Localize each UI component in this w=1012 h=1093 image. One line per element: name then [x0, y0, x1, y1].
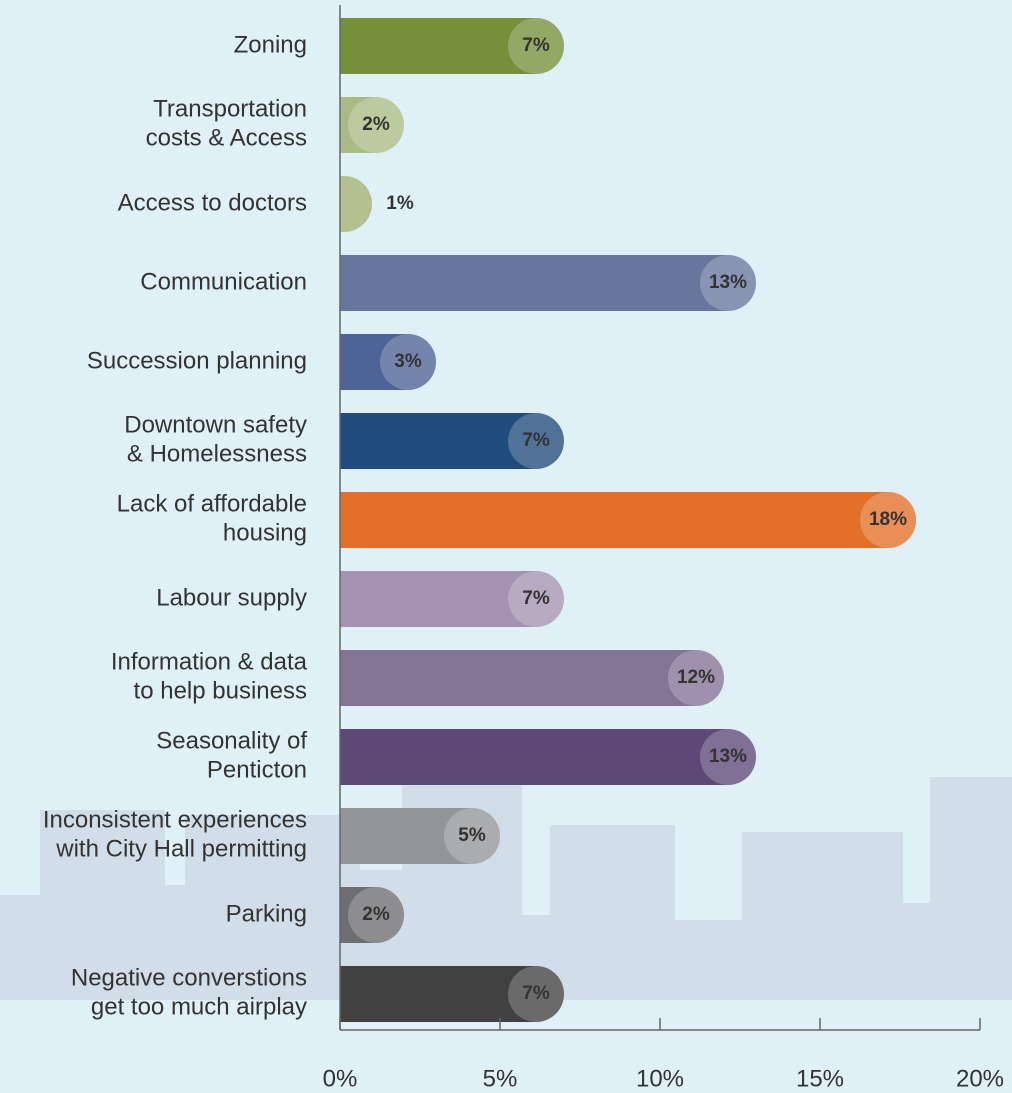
category-label: Communication: [140, 268, 307, 295]
bar: [340, 729, 756, 785]
bar: [340, 571, 564, 627]
bar-cap: [668, 650, 724, 706]
bar: [340, 97, 404, 153]
category-label: Succession planning: [87, 347, 307, 374]
category-label: Zoning: [234, 31, 307, 58]
category-label: Inconsistent experiences with City Hall p…: [43, 807, 307, 863]
bar-cap: [508, 18, 564, 74]
value-label: 2%: [362, 904, 390, 925]
category-label: Negative converstions get too much airpla…: [71, 965, 307, 1021]
value-label: 12%: [677, 667, 715, 688]
bar: [340, 492, 916, 548]
value-label: 7%: [522, 588, 550, 609]
bar-cap: [348, 97, 404, 153]
bar: [340, 808, 500, 864]
category-label: Downtown safety & Homelessness: [124, 412, 307, 468]
category-label: Labour supply: [156, 584, 307, 611]
category-label: Parking: [226, 900, 307, 927]
bar: [340, 966, 564, 1022]
value-label: 13%: [709, 272, 747, 293]
bar-cap: [700, 729, 756, 785]
value-label: 7%: [522, 35, 550, 56]
value-label: 2%: [362, 114, 390, 135]
category-label: Information & data to help business: [111, 649, 308, 705]
category-label: Transportation costs & Access: [146, 96, 307, 152]
x-tick-label: 15%: [796, 1065, 844, 1092]
bar-cap: [508, 966, 564, 1022]
skyline: [0, 777, 1012, 1000]
category-label: Lack of affordable housing: [117, 491, 307, 547]
bar-cap: [444, 808, 500, 864]
bar: [340, 650, 724, 706]
category-label: Seasonality of Penticton: [156, 728, 307, 784]
bar-cap: [860, 492, 916, 548]
bar-cap: [348, 887, 404, 943]
bar: [340, 18, 564, 74]
x-tick-label: 10%: [636, 1065, 684, 1092]
value-label: 18%: [869, 509, 907, 530]
bar-cap: [700, 255, 756, 311]
x-tick-label: 20%: [956, 1065, 1004, 1092]
bar-cap: [508, 571, 564, 627]
bar: [340, 255, 756, 311]
x-tick-label: 5%: [483, 1065, 518, 1092]
value-label: 13%: [709, 746, 747, 767]
x-tick-label: 0%: [323, 1065, 358, 1092]
bar: [340, 334, 436, 390]
value-label: 3%: [394, 351, 422, 372]
bar: [340, 887, 404, 943]
bar-cap: [380, 334, 436, 390]
bar-cap: [508, 413, 564, 469]
category-label: Access to doctors: [118, 189, 307, 216]
bar: [340, 413, 564, 469]
bar: [340, 176, 372, 232]
value-label: 1%: [386, 193, 414, 214]
value-label: 7%: [522, 430, 550, 451]
value-label: 5%: [458, 825, 486, 846]
value-label: 7%: [522, 983, 550, 1004]
